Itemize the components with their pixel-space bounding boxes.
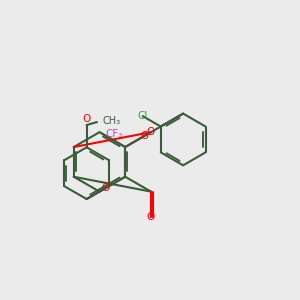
Text: CF₃: CF₃ [106,129,123,139]
Text: O: O [140,131,148,141]
Text: O: O [147,127,155,137]
Text: O: O [82,113,91,124]
Text: CH₃: CH₃ [103,116,121,126]
Text: O: O [102,183,110,193]
Text: Cl: Cl [137,111,148,121]
Text: O: O [147,212,155,222]
